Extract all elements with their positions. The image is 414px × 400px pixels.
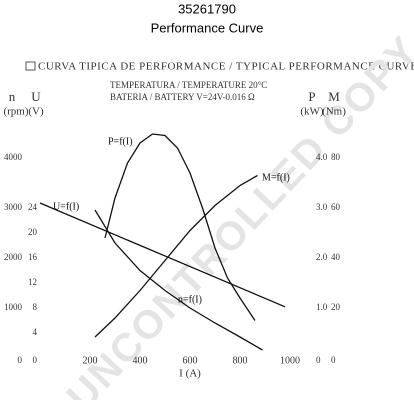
y-tick-label: 1000: [4, 302, 23, 312]
y-tick-label: 40: [331, 252, 341, 262]
y-tick-label: 1.0: [316, 302, 328, 312]
axis-name: U: [31, 89, 41, 104]
axis-name: n: [9, 89, 16, 104]
y-tick-label: 4.0: [316, 152, 328, 162]
axis-unit: (rpm): [3, 106, 28, 118]
battery: BATERIA / BATTERY V=24V-0.016 Ω: [110, 92, 255, 102]
y-tick-label: 4000: [4, 152, 23, 162]
axis-unit: (V): [28, 106, 44, 118]
y-tick-label: 0: [331, 355, 336, 365]
chart-subtitle: Performance Curve: [151, 20, 264, 35]
y-tick-label: 60: [331, 202, 341, 212]
y-tick-label: 8: [33, 302, 38, 312]
y-tick-label: 3000: [4, 202, 23, 212]
curve: [104, 133, 256, 321]
x-tick-label: 600: [183, 355, 198, 366]
y-tick-label: 16: [28, 252, 38, 262]
x-tick-label: 400: [133, 355, 148, 366]
axis-unit: (kW): [300, 106, 324, 118]
curve: [94, 174, 258, 338]
y-tick-label: 2000: [4, 252, 23, 262]
y-tick-label: 12: [28, 277, 37, 287]
y-tick-label: 0: [316, 355, 321, 365]
curve: [94, 209, 263, 351]
y-tick-label: 2.0: [316, 252, 328, 262]
chart-title: 35261790: [178, 1, 236, 16]
curve-label: U=f(I): [53, 201, 79, 212]
y-tick-label: 80: [331, 152, 341, 162]
curve-label: n=f(I): [178, 294, 202, 305]
curve: [39, 202, 286, 308]
x-tick-label: 800: [233, 355, 248, 366]
x-axis-label: I (A): [179, 368, 201, 380]
x-tick-label: 200: [83, 355, 98, 366]
box-icon: [25, 61, 36, 71]
y-tick-label: 4: [33, 327, 38, 337]
header: CURVA TIPICA DE PERFORMANCE / TYPICAL PE…: [38, 61, 414, 73]
axis-name: P: [308, 89, 315, 104]
temperature: TEMPERATURA / TEMPERATURE 20°C: [110, 80, 267, 90]
axis-name: M: [328, 89, 340, 104]
curve-label: M=f(I): [262, 172, 290, 183]
x-tick-label: 1000: [280, 355, 300, 366]
y-tick-label: 20: [28, 227, 38, 237]
curve-label: P=f(I): [108, 136, 133, 147]
axis-unit: (Nm): [322, 106, 346, 118]
y-tick-label: 0: [18, 355, 23, 365]
y-tick-label: 3.0: [316, 202, 328, 212]
y-tick-label: 20: [331, 302, 341, 312]
y-tick-label: 0: [33, 355, 38, 365]
y-tick-label: 24: [28, 202, 38, 212]
